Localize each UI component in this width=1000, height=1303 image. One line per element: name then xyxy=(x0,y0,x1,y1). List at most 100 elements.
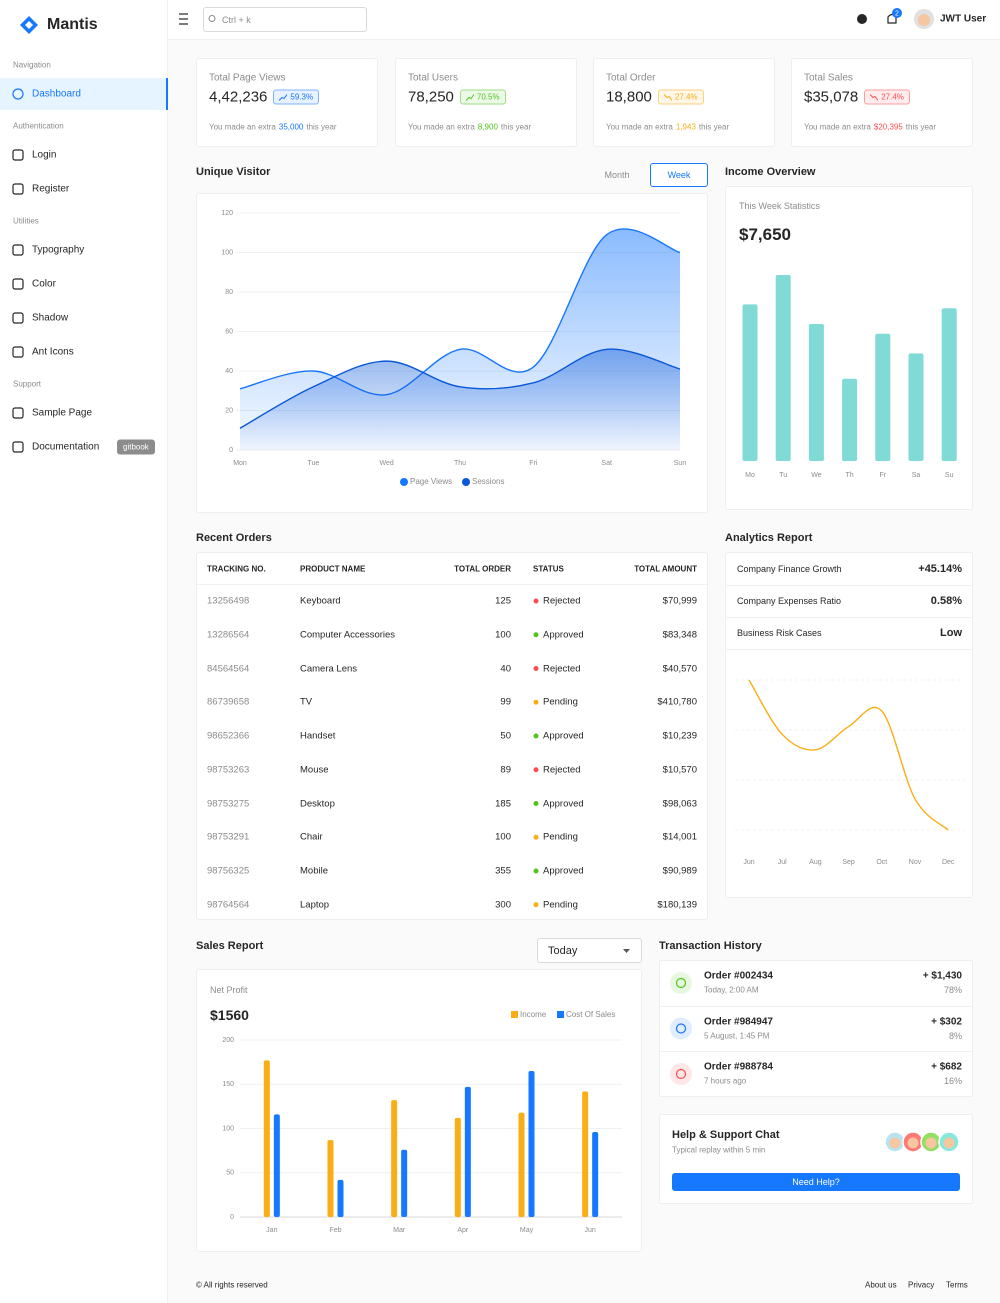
order-amount: + $302 xyxy=(931,1016,962,1027)
help-button-label[interactable]: Need Help? xyxy=(792,1177,840,1187)
analytics-label: Business Risk Cases xyxy=(737,628,822,638)
total-order: 100 xyxy=(495,629,511,641)
stat-value: 78,250 xyxy=(408,88,454,106)
analytics-label: Company Expenses Ratio xyxy=(737,596,842,606)
nav-group-title: Authentication xyxy=(13,121,64,131)
toggle-option[interactable]: Week xyxy=(667,170,691,180)
total-order: 89 xyxy=(500,764,511,776)
status: Pending xyxy=(543,899,578,911)
tracking-no[interactable]: 84564564 xyxy=(207,663,250,674)
total-amount: $40,570 xyxy=(662,663,697,674)
nav-item[interactable]: Register xyxy=(32,183,70,195)
chart-card xyxy=(196,193,708,513)
column-header: TOTAL AMOUNT xyxy=(634,564,697,574)
tracking-no[interactable]: 98756325 xyxy=(207,865,250,877)
total-amount: $180,139 xyxy=(657,899,697,911)
nav-item[interactable]: Documentation xyxy=(32,441,100,453)
total-amount: $10,570 xyxy=(662,764,697,776)
section-title: Unique Visitor xyxy=(196,166,271,178)
period-select[interactable] xyxy=(537,938,642,963)
nav-item[interactable]: Sample Page xyxy=(32,407,93,419)
stat-card xyxy=(791,58,973,147)
column-header: TOTAL ORDER xyxy=(454,564,511,574)
stat-title: Total Users xyxy=(408,72,459,84)
tracking-no[interactable]: 13256498 xyxy=(207,595,250,607)
product-name: Laptop xyxy=(300,899,330,911)
help-subtitle: Typical replay within 5 min xyxy=(672,1145,766,1155)
total-order: 99 xyxy=(500,696,511,708)
total-order: 100 xyxy=(495,831,511,843)
tracking-no[interactable]: 98753291 xyxy=(207,831,250,843)
footer-link[interactable]: Privacy xyxy=(908,1280,935,1290)
note-text: You made an extra xyxy=(209,122,276,132)
note-extra: 8,900 xyxy=(477,122,498,132)
total-order: 185 xyxy=(495,798,511,809)
trend-line xyxy=(279,93,288,101)
stat-note: You made an extra 8,900 this year xyxy=(408,123,531,132)
stat-row: 18,800 27.4% xyxy=(606,89,704,106)
column-header: STATUS xyxy=(533,564,564,574)
total-order: 355 xyxy=(495,865,511,877)
note-text: You made an extra xyxy=(804,122,871,132)
total-order: 40 xyxy=(500,663,511,674)
note-text: You made an extra xyxy=(606,122,673,132)
status: Pending xyxy=(543,831,578,843)
stat-row: 78,250 70.5% xyxy=(408,89,506,106)
row-separator xyxy=(660,1051,972,1052)
tracking-no[interactable]: 86739658 xyxy=(207,696,250,708)
footer-link[interactable]: About us xyxy=(865,1280,897,1290)
tracking-no[interactable]: 13286564 xyxy=(207,629,250,641)
total-order: 50 xyxy=(500,730,511,742)
order-percent: 78% xyxy=(943,985,962,995)
total-amount: $14,001 xyxy=(662,831,697,843)
order-amount: + $682 xyxy=(931,1061,962,1073)
tracking-no[interactable]: 98753275 xyxy=(207,798,250,809)
column-header: TRACKING NO. xyxy=(207,564,266,574)
analytics-value: Low xyxy=(940,627,962,639)
note-extra: 1,943 xyxy=(675,122,696,132)
tracking-no[interactable]: 98652366 xyxy=(207,730,250,742)
nav-item[interactable]: Dashboard xyxy=(32,88,81,100)
order-time: 5 August, 1:45 PM xyxy=(704,1031,770,1040)
row-separator xyxy=(660,1005,972,1007)
income-total: $7,650 xyxy=(739,225,791,244)
sidebar xyxy=(0,0,168,1303)
nav-item[interactable]: Ant Icons xyxy=(32,346,74,358)
section-title: Analytics Report xyxy=(725,532,813,544)
order-id[interactable]: Order #002434 xyxy=(704,970,773,982)
nav-item[interactable]: Login xyxy=(32,149,57,161)
nav-item[interactable]: Typography xyxy=(32,244,85,256)
net-profit-value: $1560 xyxy=(210,1007,249,1023)
period-value[interactable]: Today xyxy=(548,945,578,957)
order-id[interactable]: Order #984947 xyxy=(704,1016,773,1027)
income-subtitle: This Week Statistics xyxy=(739,201,820,211)
total-amount: $83,348 xyxy=(662,629,697,641)
note-extra: $20,395 xyxy=(873,122,903,132)
user-name[interactable]: JWT User xyxy=(940,13,987,25)
search-placeholder[interactable]: Ctrl + k xyxy=(222,14,251,25)
help-button[interactable] xyxy=(672,1173,960,1191)
stat-percent: 70.5% xyxy=(476,92,500,102)
footer-link[interactable]: Terms xyxy=(946,1280,968,1290)
nav-item[interactable]: Shadow xyxy=(32,312,69,324)
product-name: Computer Accessories xyxy=(300,629,396,641)
product-name: Desktop xyxy=(300,798,335,809)
nav-badge: gitbook xyxy=(117,439,155,455)
nav-item[interactable]: Color xyxy=(32,278,56,290)
analytics-value: 0.58% xyxy=(930,595,962,607)
toggle-option[interactable]: Month xyxy=(604,170,630,180)
tracking-no[interactable]: 98753263 xyxy=(207,764,250,776)
help-title: Help & Support Chat xyxy=(672,1129,780,1141)
sales-card xyxy=(196,969,642,1252)
total-amount: $70,999 xyxy=(662,595,697,607)
stat-chip: 70.5% xyxy=(459,89,506,105)
toggle-active[interactable] xyxy=(650,163,708,187)
note-end: this year xyxy=(500,122,532,132)
order-percent: 8% xyxy=(948,1030,962,1041)
order-time: Today, 2:00 AM xyxy=(704,985,759,995)
tracking-no[interactable]: 98764564 xyxy=(207,899,250,911)
order-time: 7 hours ago xyxy=(704,1076,747,1086)
order-id[interactable]: Order #988784 xyxy=(704,1061,773,1073)
section-title: Transaction History xyxy=(659,940,762,952)
